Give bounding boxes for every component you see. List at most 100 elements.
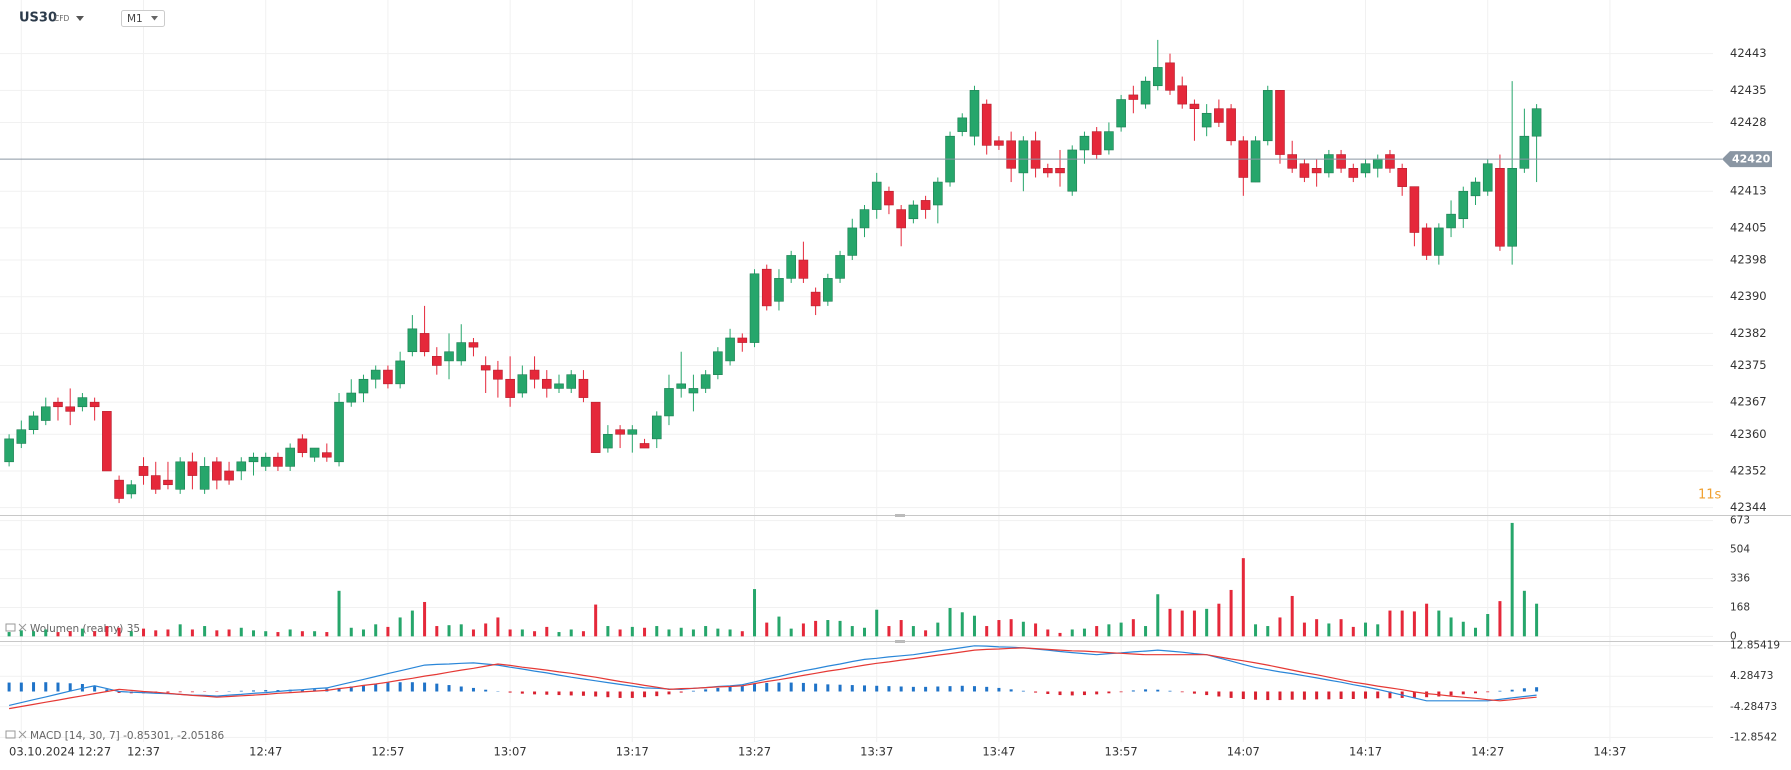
volume-bar — [630, 626, 634, 637]
candle-body — [994, 140, 1004, 146]
volume-bar — [215, 630, 219, 637]
macd-histogram-bar — [447, 685, 451, 692]
candle-body — [212, 461, 222, 481]
x-tick-label: 13:37 — [860, 745, 893, 759]
volume-bar — [594, 604, 598, 637]
volume-bar — [960, 612, 964, 637]
macd-histogram-bar — [1229, 691, 1233, 698]
volume-bar — [349, 627, 353, 637]
resize-handle[interactable] — [895, 640, 905, 643]
macd-histogram-bar — [1254, 691, 1258, 700]
volume-bar — [887, 626, 891, 637]
candle-body — [1287, 154, 1297, 169]
y-tick-label: 673 — [1730, 515, 1750, 527]
volume-bar — [435, 626, 439, 637]
candle-body — [1226, 108, 1236, 142]
volume-bar — [1131, 619, 1135, 637]
timeframe[interactable]: M1 — [127, 13, 143, 25]
volume-bar — [924, 630, 928, 637]
symbol-dropdown[interactable] — [76, 16, 84, 21]
candle-body — [1189, 103, 1200, 109]
candle-body — [1177, 85, 1188, 105]
volume-bar — [1009, 619, 1013, 637]
volume-bar — [753, 589, 757, 637]
macd-histogram-bar — [740, 685, 744, 692]
candle-body — [358, 378, 369, 394]
volume-bar — [655, 626, 659, 637]
candle-body — [578, 378, 589, 398]
close-icon[interactable] — [18, 730, 27, 739]
timeframe-dropdown[interactable] — [151, 16, 158, 21]
macd-histogram-bar — [569, 691, 573, 696]
candle-body — [969, 90, 980, 137]
candle-body — [1140, 80, 1151, 105]
indicator-icon[interactable] — [5, 623, 16, 632]
macd-histogram-bar — [7, 682, 11, 692]
volume-bar — [178, 624, 182, 637]
macd-histogram-bar — [410, 682, 414, 692]
macd-histogram-bar — [1082, 691, 1086, 696]
volume-bar — [1217, 603, 1221, 637]
candle-body — [224, 470, 234, 481]
candle-body — [798, 259, 809, 279]
candle-body — [150, 475, 161, 490]
close-icon[interactable] — [18, 623, 27, 632]
volume-bar — [142, 628, 146, 637]
macd-histogram-bar — [1412, 691, 1416, 698]
macd-histogram-bar — [349, 686, 353, 692]
volume-bar — [129, 631, 133, 637]
candle-body — [309, 447, 320, 458]
volume-bar — [361, 629, 365, 637]
macd-histogram-bar — [276, 690, 280, 692]
candle-body — [102, 411, 112, 472]
candle-body — [468, 342, 479, 348]
macd-histogram-bar — [667, 691, 671, 695]
candle-body — [53, 401, 63, 408]
volume-bar — [264, 631, 268, 637]
candle-body — [920, 200, 931, 210]
macd-histogram-bar — [1070, 691, 1074, 696]
candle-body — [1311, 168, 1322, 174]
y-tick-label: 42367 — [1730, 395, 1767, 409]
y-tick-label: 42344 — [1730, 500, 1767, 514]
candle-body — [1421, 227, 1432, 256]
volume-bar — [1510, 522, 1514, 637]
y-tick-label: -12.8542 — [1730, 731, 1777, 743]
volume-bar — [1351, 626, 1355, 637]
macd-histogram-bar — [1327, 691, 1331, 700]
layout: US30 CFD M1 Wolumen (realny) 35 MACD [14… — [0, 10, 1791, 759]
macd-legend: MACD [14, 30, 7] -0.85301, -2.05186 — [30, 730, 225, 742]
macd-histogram-bar — [1364, 691, 1368, 699]
volume-bar — [44, 629, 48, 637]
timeframe-box[interactable] — [121, 10, 165, 27]
grid — [0, 0, 1713, 742]
countdown: 11s — [1698, 488, 1722, 503]
candle-body — [1360, 163, 1371, 174]
candle-body — [236, 461, 247, 472]
y-tick-label: 504 — [1730, 544, 1750, 556]
macd-histogram-bar — [948, 686, 952, 692]
indicator-icon[interactable] — [5, 730, 16, 739]
resize-handle[interactable] — [895, 514, 905, 517]
candle-body — [1458, 190, 1469, 220]
candle-body — [260, 456, 271, 467]
volume-bar — [447, 625, 451, 637]
candle-body — [749, 273, 760, 343]
candle-body — [322, 452, 332, 458]
y-tick-label: 42435 — [1730, 83, 1767, 97]
volume-bar — [1290, 595, 1294, 637]
symbol[interactable]: US30 — [19, 11, 57, 26]
macd-histogram-bar — [117, 691, 121, 693]
macd-histogram-bar — [166, 691, 170, 693]
volume-bar — [1266, 626, 1270, 637]
macd-histogram-bar — [435, 683, 439, 692]
volume-bar — [1535, 603, 1539, 637]
volume-bar — [569, 629, 573, 637]
macd-histogram-bar — [972, 686, 976, 692]
y-tick-label: 42405 — [1730, 220, 1767, 234]
candle-body — [896, 209, 906, 229]
candle-body — [1495, 168, 1505, 247]
candle-body — [1446, 213, 1456, 229]
macd-histogram-bar — [484, 689, 488, 692]
volume-bar — [875, 609, 879, 637]
